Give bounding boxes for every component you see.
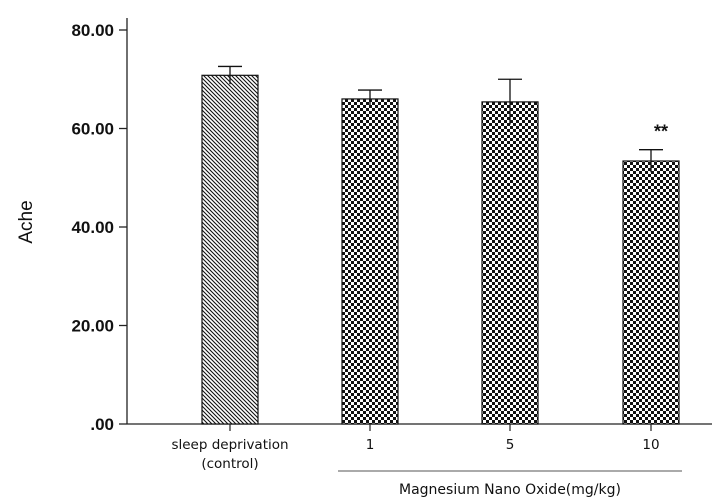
y-tick-label: 80.00: [71, 21, 114, 40]
y-tick-label: 60.00: [71, 120, 114, 139]
bar: [201, 74, 259, 425]
x-tick-label: (control): [201, 456, 258, 472]
y-tick-label: 20.00: [71, 317, 114, 336]
error-bars: [218, 65, 663, 173]
x-tick-label: sleep deprivation: [171, 437, 288, 453]
x-tick-label: 5: [506, 437, 515, 453]
annotations: **: [654, 122, 668, 142]
y-ticks: .00 20.00 40.00 60.00 80.00: [71, 21, 127, 434]
group-label: Magnesium Nano Oxide(mg/kg): [399, 482, 621, 498]
x-tick-label: 10: [642, 437, 659, 453]
x-tick-label: 1: [366, 437, 375, 453]
y-tick-label: .00: [90, 415, 114, 434]
bar: [481, 101, 539, 425]
bar: [622, 160, 680, 425]
significance-marker: **: [654, 122, 668, 142]
y-tick-label: 40.00: [71, 218, 114, 237]
bars: [201, 74, 680, 425]
x-tick-labels: sleep deprivation (control) 1 5 10: [171, 424, 660, 472]
y-axis-title: Ache: [16, 200, 37, 243]
bar: [341, 98, 399, 425]
